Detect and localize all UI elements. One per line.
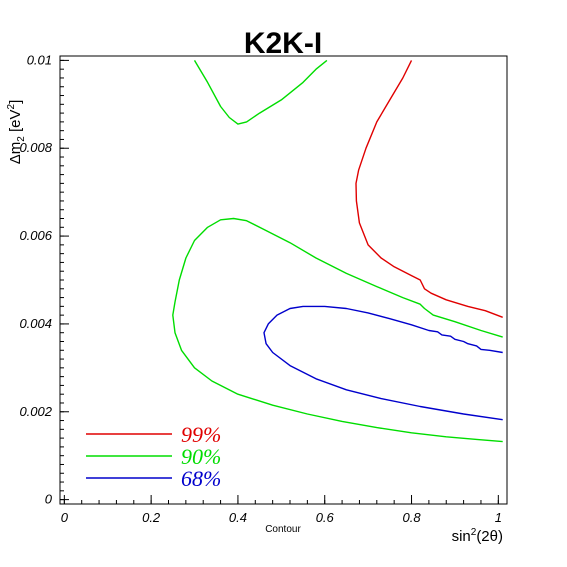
y-axis-label: Δm2 [eV2]: [6, 100, 27, 165]
contour-line-90pct: [193, 59, 328, 125]
chart-title: K2K-I: [244, 27, 322, 60]
contour-line-90pct: [172, 217, 503, 443]
contour-label: Contour: [265, 524, 301, 535]
x-axis-label: sin2(2θ): [452, 527, 503, 545]
x-tick-label: 0.8: [402, 510, 421, 525]
y-tick-label: 0.004: [19, 316, 52, 331]
y-tick-label: 0: [45, 492, 53, 507]
x-tick-label: 0.4: [229, 510, 247, 525]
y-tick-label: 0.006: [19, 228, 52, 243]
x-tick-label: 0.6: [316, 510, 335, 525]
contour-line-99pct: [355, 60, 503, 318]
y-tick-label: 0.008: [19, 140, 52, 155]
x-tick-label: 0: [61, 510, 69, 525]
legend-label: 99%: [181, 422, 221, 447]
x-tick-label: 0.2: [142, 510, 161, 525]
contour-line-68pct: [263, 305, 503, 421]
x-axis-ticks: 0 0.2 0.4 0.6 0.8 1: [61, 495, 502, 525]
legend: 99%90%68%: [86, 422, 221, 491]
legend-label: 90%: [181, 444, 221, 469]
legend-label: 68%: [181, 466, 221, 491]
x-tick-label: 1: [495, 510, 502, 525]
y-tick-label: 0.002: [19, 404, 52, 419]
series-layer: [172, 59, 503, 443]
y-tick-label: 0.01: [27, 52, 52, 67]
y-axis-ticks: 0 0.002 0.004 0.006 0.008 0.01: [19, 52, 69, 507]
